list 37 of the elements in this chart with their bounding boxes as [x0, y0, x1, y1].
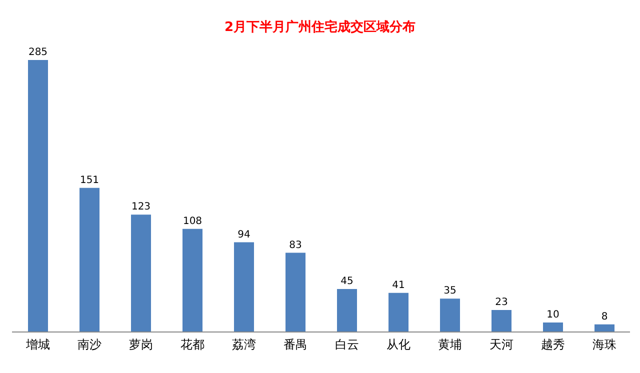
- data-label: 45: [340, 276, 354, 288]
- bar: [337, 289, 357, 332]
- bar: [440, 298, 460, 332]
- bar: [594, 324, 614, 332]
- x-tick-label: 天河: [489, 338, 514, 352]
- data-label: 285: [28, 47, 48, 58]
- bar: [388, 292, 408, 332]
- bar: [182, 228, 202, 332]
- bar: [543, 322, 563, 332]
- data-label: 108: [182, 216, 202, 227]
- x-tick-label: 南沙: [77, 338, 102, 352]
- x-tick-label: 花都: [180, 338, 204, 352]
- x-tick-label: 白云: [334, 338, 359, 352]
- bar: [234, 242, 254, 332]
- data-label: 10: [546, 309, 560, 320]
- bar: [492, 310, 512, 332]
- data-label: 8: [601, 311, 608, 322]
- data-label: 35: [444, 286, 456, 297]
- x-tick-label: 越秀: [540, 338, 565, 352]
- x-tick-label: 番禺: [283, 338, 308, 352]
- chart-title: 2月下半月广州住宅成交区域分布: [223, 18, 417, 36]
- data-label: 23: [495, 297, 508, 308]
- bar: [131, 214, 151, 332]
- x-tick-label: 黄埔: [438, 338, 462, 352]
- x-tick-label: 萝岗: [128, 338, 153, 352]
- data-label: 123: [131, 202, 151, 213]
- x-tick-label: 荔湾: [232, 338, 256, 352]
- bar: [80, 188, 100, 332]
- x-tick-label: 从化: [386, 338, 410, 352]
- data-label: 94: [238, 229, 250, 240]
- bar: [286, 252, 306, 332]
- data-label: 151: [80, 174, 100, 186]
- x-tick-label: 增城: [24, 338, 50, 352]
- data-label: 41: [392, 280, 405, 291]
- bar: [28, 60, 48, 332]
- x-tick-label: 海珠: [592, 338, 616, 352]
- data-label: 83: [289, 240, 302, 251]
